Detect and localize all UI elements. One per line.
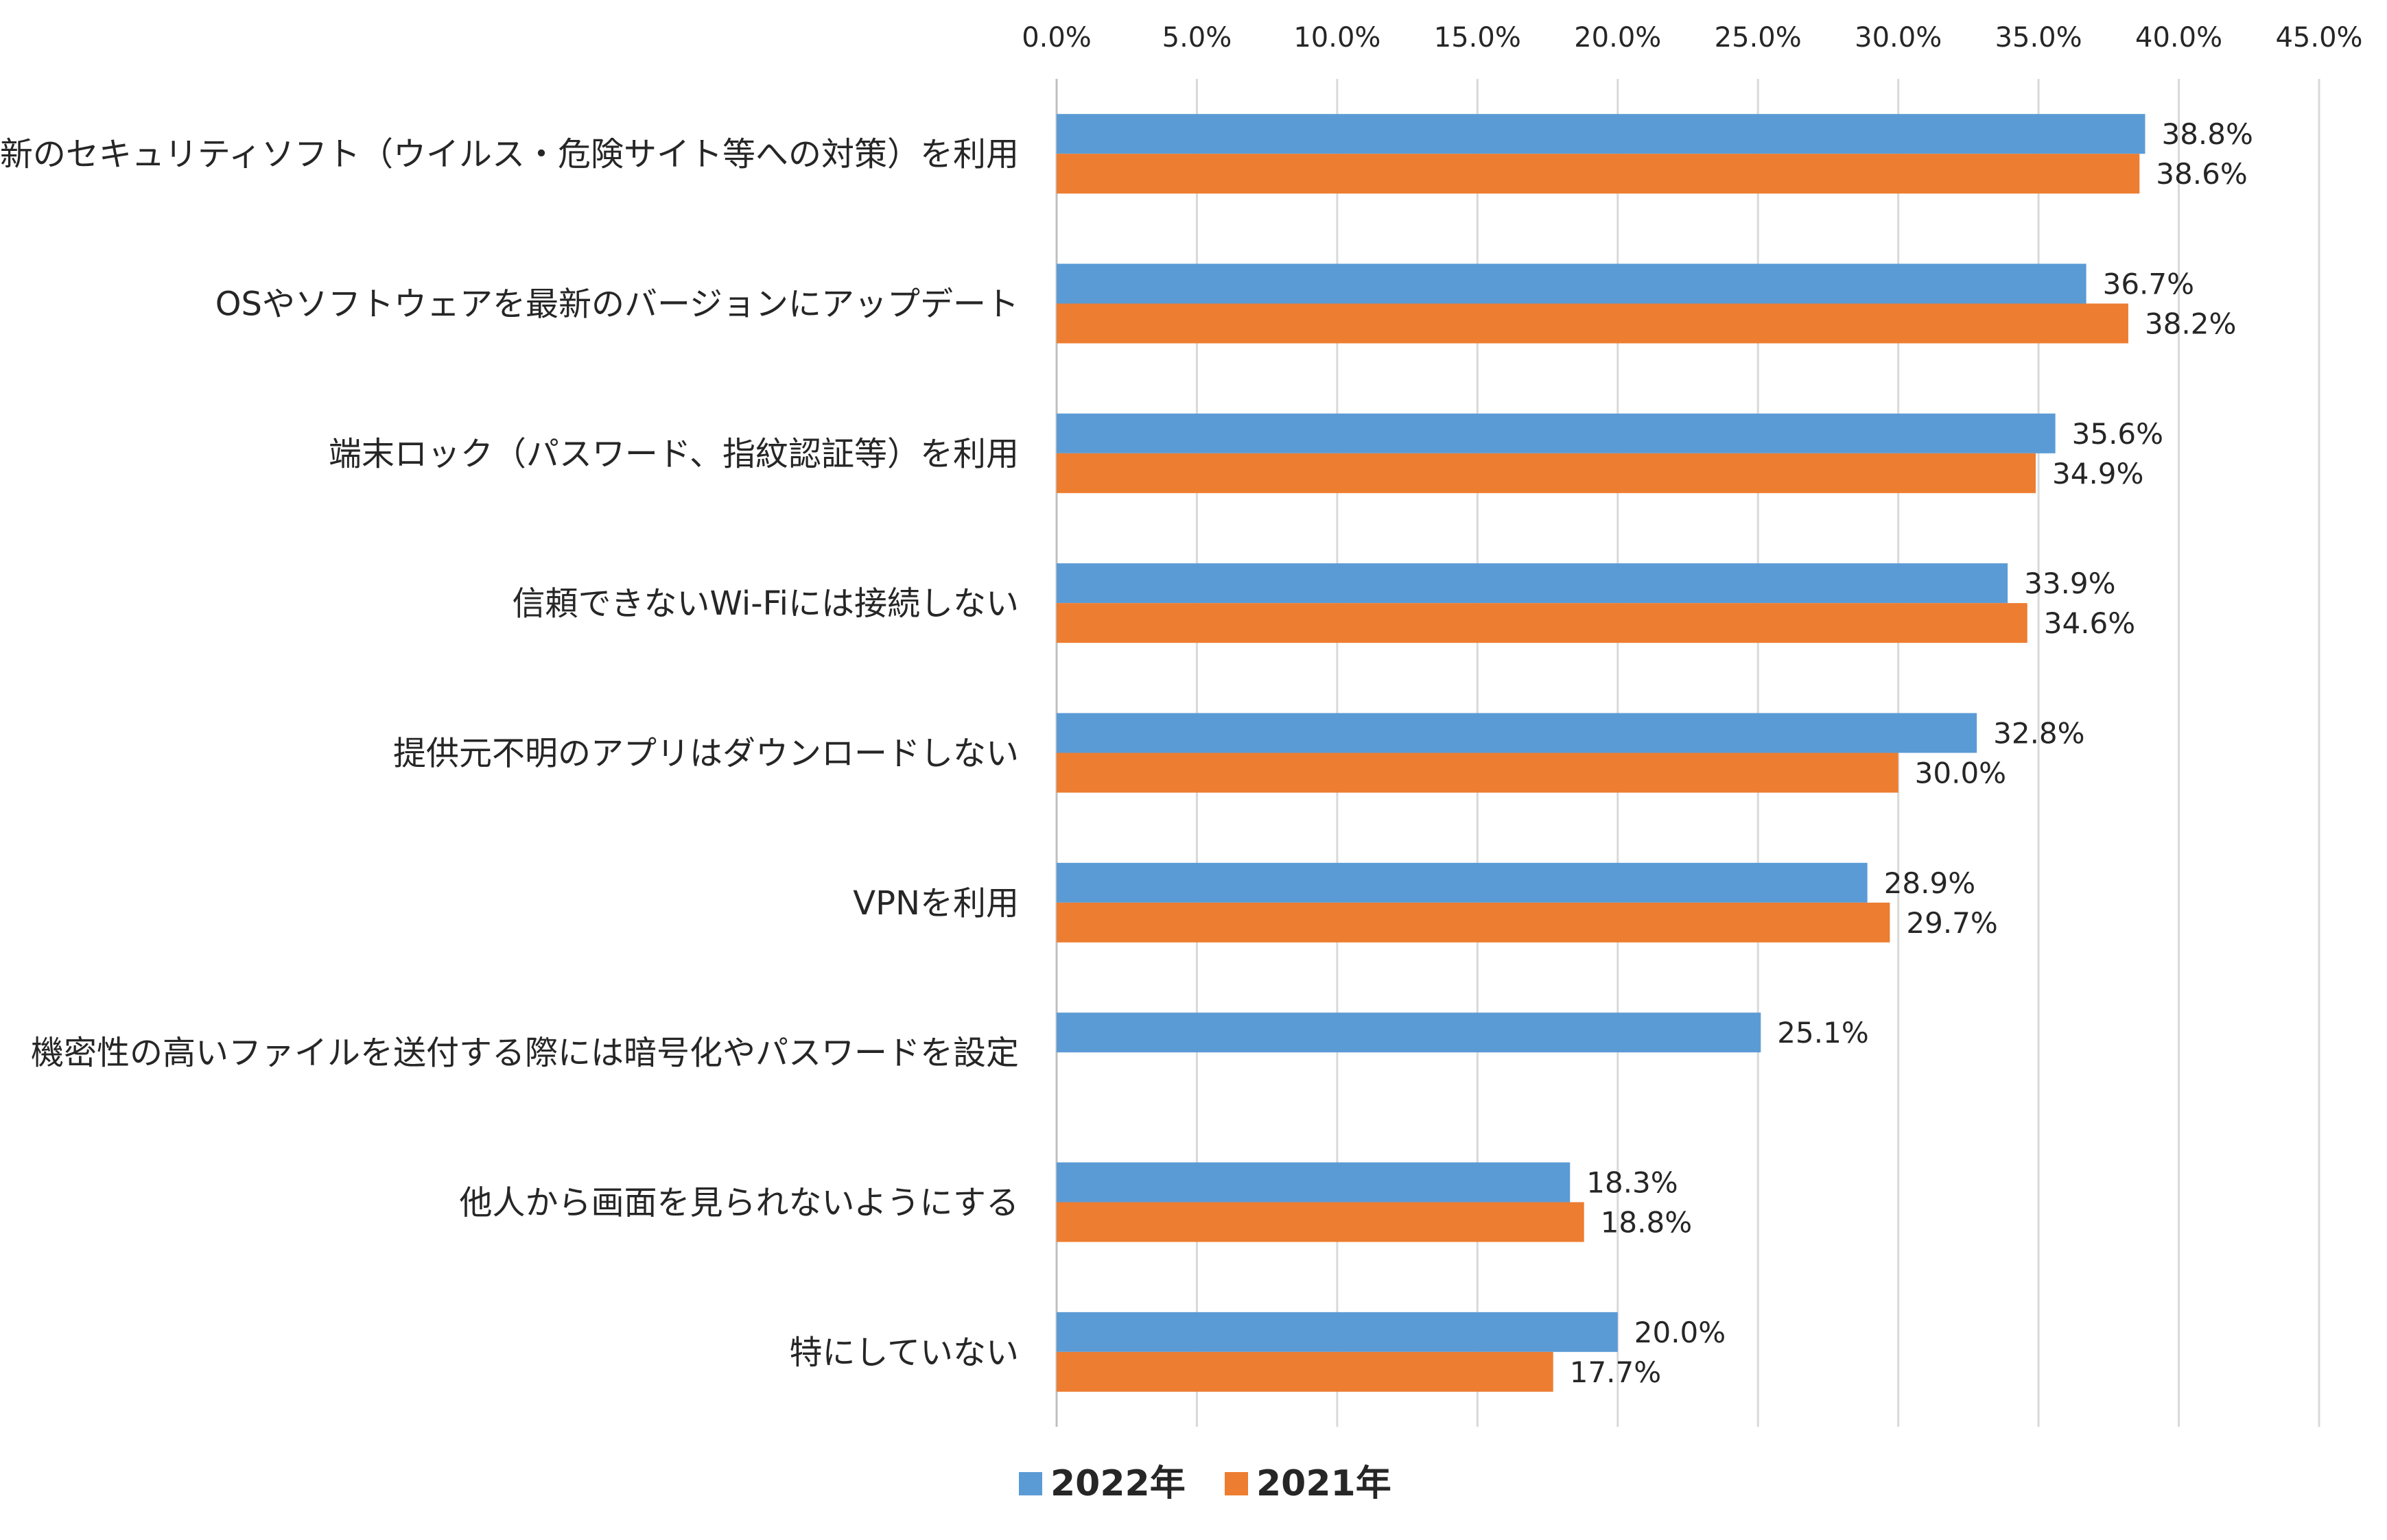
category-label: 特にしていない bbox=[789, 1334, 1019, 1372]
x-tick-label: 35.0% bbox=[1995, 22, 2082, 54]
data-label: 20.0% bbox=[1634, 1316, 1726, 1349]
category-label: 信頼できないWi-Fiには接続しない bbox=[512, 584, 1019, 623]
legend-label: 2021年 bbox=[1256, 1463, 1391, 1504]
bar bbox=[1057, 154, 2140, 194]
bar bbox=[1057, 114, 2145, 154]
data-label: 38.2% bbox=[2145, 307, 2236, 341]
data-label: 28.9% bbox=[1884, 866, 1975, 900]
data-label: 38.6% bbox=[2156, 157, 2247, 191]
category-label: 最新のセキュリティソフト（ウイルス・危険サイト等への対策）を利用 bbox=[0, 135, 1019, 174]
data-label: 36.7% bbox=[2103, 268, 2194, 301]
data-label: 34.9% bbox=[2052, 457, 2143, 490]
category-labels: 最新のセキュリティソフト（ウイルス・危険サイト等への対策）を利用 OSやソフトウェ… bbox=[0, 135, 1019, 1372]
category-label: OSやソフトウェアを最新のバージョンにアップデート bbox=[215, 285, 1019, 324]
x-tick-label: 10.0% bbox=[1293, 22, 1380, 54]
data-label: 17.7% bbox=[1570, 1355, 1661, 1389]
category-label: 提供元不明のアプリはダウンロードしない bbox=[393, 735, 1019, 773]
bar bbox=[1057, 263, 2086, 304]
bar bbox=[1057, 453, 2036, 493]
bar bbox=[1057, 1012, 1761, 1053]
legend: 2022年 2021年 bbox=[1019, 1463, 1391, 1504]
bar bbox=[1057, 902, 1890, 943]
x-tick-label: 15.0% bbox=[1434, 22, 1521, 54]
bar bbox=[1057, 713, 1977, 753]
data-label: 33.9% bbox=[2024, 567, 2115, 600]
legend-label: 2022年 bbox=[1050, 1463, 1186, 1504]
bar bbox=[1057, 1202, 1584, 1242]
data-label: 34.6% bbox=[2044, 606, 2135, 640]
bar bbox=[1057, 563, 2008, 604]
x-tick-label: 20.0% bbox=[1574, 22, 1661, 54]
legend-swatch bbox=[1225, 1472, 1248, 1495]
bar bbox=[1057, 1162, 1571, 1203]
x-axis-tick-labels: 0.0% 5.0% 10.0% 15.0% 20.0% 25.0% 30.0% 35.0% 40… bbox=[1022, 22, 2362, 54]
data-label: 18.3% bbox=[1586, 1166, 1678, 1200]
x-tick-label: 25.0% bbox=[1715, 22, 1802, 54]
data-label: 32.8% bbox=[1993, 717, 2084, 750]
category-label: 機密性の高いファイルを送付する際には暗号化やパスワードを設定 bbox=[31, 1034, 1019, 1072]
data-label: 30.0% bbox=[1915, 757, 2006, 790]
data-label: 25.1% bbox=[1777, 1016, 1868, 1050]
data-label: 29.7% bbox=[1906, 906, 1997, 940]
bar bbox=[1057, 303, 2128, 344]
bar bbox=[1057, 862, 1868, 903]
bar bbox=[1057, 603, 2027, 643]
data-label: 18.8% bbox=[1601, 1206, 1692, 1240]
x-tick-label: 5.0% bbox=[1162, 22, 1232, 54]
category-label: VPNを利用 bbox=[853, 884, 1019, 923]
category-label: 端末ロック（パスワード、指紋認証等）を利用 bbox=[329, 435, 1019, 473]
bar bbox=[1057, 1312, 1618, 1352]
data-label: 35.6% bbox=[2072, 417, 2163, 451]
bar bbox=[1057, 753, 1898, 793]
category-label: 他人から画面を見られないようにする bbox=[459, 1184, 1019, 1222]
x-tick-label: 45.0% bbox=[2275, 22, 2362, 54]
bar bbox=[1057, 413, 2056, 453]
x-tick-label: 40.0% bbox=[2135, 22, 2222, 54]
x-tick-label: 30.0% bbox=[1855, 22, 1942, 54]
data-label: 38.8% bbox=[2161, 117, 2253, 151]
data-labels: 38.8% 38.6% 36.7% 38.2% 35.6% 34.9% 33.9% 34.6%… bbox=[1570, 117, 2253, 1389]
x-tick-label: 0.0% bbox=[1022, 22, 1092, 54]
legend-swatch bbox=[1019, 1472, 1042, 1495]
bars bbox=[1057, 114, 2145, 1392]
bar bbox=[1057, 1351, 1553, 1392]
